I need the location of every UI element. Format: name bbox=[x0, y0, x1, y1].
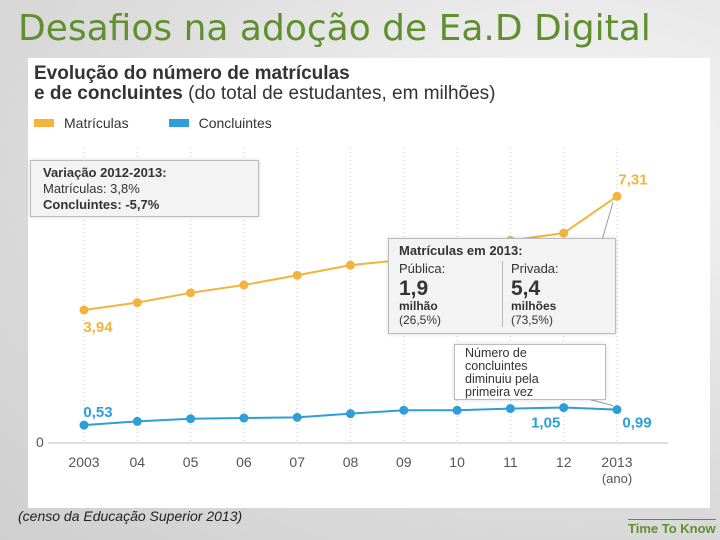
chart-plot: 0 2003 04 05 06 07 08 09 10 11 12 2013(ano) 3,94 7,31… bbox=[36, 148, 668, 486]
legend-swatch-matriculas bbox=[34, 119, 54, 127]
x-tick-label-1: 04 bbox=[130, 454, 146, 470]
leader-line-matriculas bbox=[601, 202, 614, 241]
variation-title: Variação 2012-2013: bbox=[43, 165, 167, 180]
brand-logo: Time To Know bbox=[628, 519, 716, 536]
enrollment-2013-title: Matrículas em 2013: bbox=[399, 243, 523, 258]
legend-item-matriculas: Matrículas bbox=[34, 115, 129, 131]
enrollment-2013-box: Matrículas em 2013: Pública: 1,9 milhão … bbox=[388, 238, 616, 334]
x-axis-label: (ano) bbox=[602, 471, 632, 486]
legend-swatch-concluintes bbox=[168, 119, 189, 127]
series-1-point-6 bbox=[399, 405, 409, 415]
x-tick-label-4: 07 bbox=[289, 454, 305, 470]
chart-title-line2: e de concluintes (do total de estudantes… bbox=[34, 84, 496, 104]
series-1-point-2 bbox=[186, 414, 196, 424]
publica-pct: (26,5%) bbox=[399, 313, 442, 327]
chart-subtitle: (do total de estudantes, em milhões) bbox=[188, 83, 496, 104]
x-tick-label-9: 12 bbox=[556, 454, 572, 470]
series-1-point-9 bbox=[559, 403, 569, 413]
series-1-data-label-0: 0,53 bbox=[83, 404, 112, 421]
chart-title: Evolução do número de matrículas e de co… bbox=[34, 64, 496, 104]
publica-label: Pública: bbox=[399, 261, 446, 276]
legend-label-matriculas: Matrículas bbox=[64, 115, 129, 131]
y-zero-label: 0 bbox=[36, 434, 44, 450]
series-0-point-1 bbox=[132, 298, 142, 308]
series-1-point-0 bbox=[79, 420, 89, 430]
series-1-point-1 bbox=[132, 416, 142, 426]
series-0-data-label-10: 7,31 bbox=[618, 171, 647, 188]
privada-unit: milhões bbox=[510, 299, 557, 313]
series-1-data-label-10: 0,99 bbox=[622, 415, 651, 432]
series-0-point-2 bbox=[186, 288, 196, 298]
x-tick-label-0: 2003 bbox=[68, 454, 99, 470]
x-tick-label-6: 09 bbox=[396, 454, 412, 470]
x-tick-label-3: 06 bbox=[236, 454, 252, 470]
series-0-point-9 bbox=[559, 228, 569, 238]
series-1-point-3 bbox=[239, 413, 249, 423]
leader-line-concluintes bbox=[587, 398, 614, 407]
publica-column: Pública: 1,9 milhão (26,5%) bbox=[399, 261, 502, 327]
series-1-point-8 bbox=[505, 404, 515, 414]
privada-label: Privada: bbox=[510, 261, 559, 276]
series-1-point-7 bbox=[452, 405, 462, 415]
x-tick-label-5: 08 bbox=[343, 454, 359, 470]
note-line3: diminuiu pela bbox=[465, 372, 539, 386]
chart-title-line2-bold: e de concluintes bbox=[34, 83, 183, 104]
chart-card: Evolução do número de matrículas e de co… bbox=[28, 58, 710, 508]
series-0-point-5 bbox=[346, 260, 355, 270]
publica-value: 1,9 bbox=[399, 277, 429, 300]
series-1-point-5 bbox=[346, 409, 355, 419]
publica-unit: milhão bbox=[399, 299, 438, 313]
series-1-point-4 bbox=[292, 412, 302, 422]
note-line4: primeira vez bbox=[465, 385, 534, 399]
series-0-data-label-0: 3,94 bbox=[83, 319, 113, 336]
footnote: (censo da Educação Superior 2013) bbox=[18, 508, 243, 524]
variation-concluintes: Concluintes: -5,7% bbox=[43, 197, 160, 212]
series-1-data-label-9: 1,05 bbox=[531, 415, 560, 432]
legend: Matrículas Concluintes bbox=[34, 115, 272, 131]
series-0-point-3 bbox=[239, 280, 249, 290]
decline-note-box: Número de concluintes diminuiu pela prim… bbox=[454, 344, 606, 400]
privada-pct: (73,5%) bbox=[510, 313, 553, 327]
series-1-point-10 bbox=[612, 405, 622, 415]
series-0-point-4 bbox=[292, 270, 302, 280]
variation-matriculas: Matrículas: 3,8% bbox=[43, 181, 140, 196]
x-tick-label-2: 05 bbox=[183, 454, 199, 470]
x-tick-label-7: 10 bbox=[449, 454, 465, 470]
note-line2: concluintes bbox=[465, 359, 528, 373]
legend-label-concluintes: Concluintes bbox=[198, 115, 272, 131]
slide-title: Desafios na adoção de Ea.D Digital bbox=[18, 8, 651, 49]
series-0-point-10 bbox=[612, 191, 622, 201]
note-line1: Número de bbox=[465, 346, 527, 360]
variation-box: Variação 2012-2013: Matrículas: 3,8% Con… bbox=[30, 160, 259, 217]
legend-item-concluintes: Concluintes bbox=[168, 115, 272, 131]
privada-value: 5,4 bbox=[510, 277, 541, 300]
chart-title-line1: Evolução do número de matrículas bbox=[34, 63, 350, 84]
x-tick-label-8: 11 bbox=[503, 454, 518, 470]
series-0-point-0 bbox=[79, 305, 89, 315]
x-tick-label-10: 2013 bbox=[601, 454, 632, 470]
privada-column: Privada: 5,4 milhões (73,5%) bbox=[501, 261, 605, 327]
